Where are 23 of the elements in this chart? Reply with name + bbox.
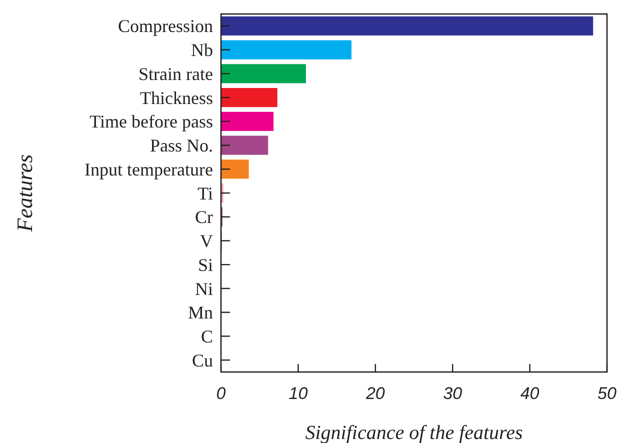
y-tick-label: Pass No. [150,136,213,156]
x-tick-label: 10 [288,384,308,403]
y-tick-label: Thickness [140,88,213,108]
y-tick-label: Compression [118,16,213,36]
x-tick-label: 40 [520,384,540,403]
x-tick-label: 0 [216,384,226,403]
y-tick-label: Cr [195,207,214,228]
y-tick-label: Cu [192,350,213,370]
x-axis-title: Significance of the features [305,422,523,443]
y-tick-label: Input temperature [84,159,213,180]
y-tick-label: C [200,326,213,346]
y-axis-title: Features [12,154,37,233]
y-tick-label: Mn [188,302,213,323]
y-tick-label: Si [198,254,213,275]
x-tick-label: 50 [598,384,617,403]
x-tick-label: 30 [443,384,463,403]
y-tick-label: Ni [195,278,213,299]
y-tick-label: Strain rate [138,64,213,84]
y-tick-label: Time before pass [90,112,213,132]
x-tick-label: 20 [364,384,386,403]
y-tick-label: Nb [191,40,213,60]
y-tick-label: Ti [198,183,213,204]
y-tick-label: V [200,231,213,252]
